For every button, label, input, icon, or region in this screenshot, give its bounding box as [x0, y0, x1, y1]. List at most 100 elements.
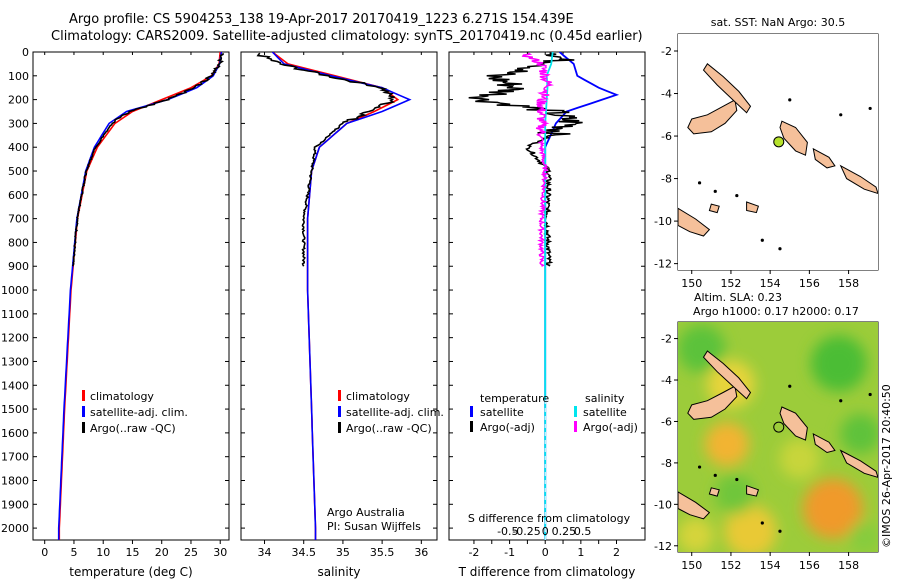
sla-xtick-label: 152 — [720, 559, 741, 572]
differences-legend-head-salinity: salinity — [585, 392, 625, 405]
differences-panel-frame — [448, 51, 646, 541]
differences-xtick-label: -2 — [468, 546, 479, 559]
credit-org: Argo Australia — [327, 506, 405, 519]
temperature-xtick-label: 0 — [41, 546, 48, 559]
sst-xtick-label: 150 — [681, 277, 702, 290]
temperature-line-satellite — [57, 52, 223, 540]
salinity-legend-swatch — [338, 390, 341, 401]
sla-xtick-label: 150 — [681, 559, 702, 572]
sla-island — [812, 432, 836, 454]
differences-legend-label: satellite — [480, 406, 524, 419]
temperature-line-climatology — [58, 52, 221, 540]
depth-tick-label: 2000 — [1, 522, 29, 535]
salinity-legend-label: climatology — [346, 390, 410, 403]
depth-tick-label: 1500 — [1, 403, 29, 416]
sst-islet — [697, 181, 702, 185]
temperature-legend-swatch — [82, 422, 85, 433]
differences-xlabel-top: S difference from climatology — [468, 512, 631, 525]
sst-islet — [760, 238, 764, 242]
sla-sla-blob — [779, 438, 820, 479]
sst-island — [702, 63, 752, 114]
sst-xtick-label: 158 — [838, 277, 859, 290]
sst-islet — [778, 247, 782, 251]
differences-s-tick-label: -0.25 — [512, 525, 540, 538]
salinity-legend-label: satellite-adj. clim. — [346, 406, 444, 419]
depth-tick-label: 200 — [8, 94, 29, 107]
sla-island — [708, 487, 720, 497]
differences-line-t-satellite — [544, 52, 620, 540]
sla-islet — [713, 473, 717, 477]
differences-s-tick-label: 0.25 — [552, 525, 577, 538]
depth-tick-label: 1700 — [1, 451, 29, 464]
differences-s-tick-label: -0.5 — [497, 525, 518, 538]
salinity-legend-label: Argo(..raw -QC) — [346, 422, 432, 435]
differences-legend-swatch — [574, 421, 577, 432]
salinity-line-climatology — [271, 52, 400, 540]
differences-s-tick-label: 0.5 — [574, 525, 592, 538]
sst-ytick-label: -4 — [661, 88, 672, 101]
temperature-xtick-label: 25 — [184, 546, 198, 559]
temperature-legend-label: climatology — [90, 390, 154, 403]
depth-tick-label: 1600 — [1, 427, 29, 440]
sst-island — [746, 201, 760, 214]
sst-islet — [839, 113, 843, 117]
sla-islet — [788, 384, 792, 388]
salinity-xtick-label: 35 — [336, 546, 350, 559]
depth-tick-label: 1900 — [1, 498, 29, 511]
sst-island — [779, 120, 808, 156]
sla-sla-blob — [810, 335, 867, 392]
sla-islet — [735, 477, 739, 482]
sst-island — [678, 207, 711, 237]
salinity-series-group — [256, 52, 412, 540]
differences-legend-label: Argo(-adj) — [480, 421, 535, 434]
sst-island — [839, 164, 878, 195]
differences-s-tick-label: 0 — [542, 525, 549, 538]
sst-ytick-label: -12 — [654, 258, 672, 271]
sla-map-group — [678, 322, 878, 552]
temperature-xtick-label: 15 — [125, 546, 139, 559]
salinity-xtick-label: 34 — [258, 546, 272, 559]
sla-ytick-label: -6 — [661, 415, 672, 428]
differences-legend-head-temperature: temperature — [480, 392, 549, 405]
sla-island — [746, 484, 760, 497]
salinity-line-satellite — [271, 52, 412, 540]
depth-tick-label: 300 — [8, 117, 29, 130]
temperature-legend-label: Argo(..raw -QC) — [90, 422, 176, 435]
depth-tick-label: 100 — [8, 70, 29, 83]
salinity-xtick-label: 35.5 — [370, 546, 395, 559]
sla-island — [678, 491, 711, 520]
figure-title-line1: Argo profile: CS 5904253_138 19-Apr-2017… — [69, 12, 574, 27]
salinity-legend-swatch — [338, 422, 341, 433]
depth-tick-label: 500 — [8, 165, 29, 178]
differences-xtick-label: -1 — [504, 546, 515, 559]
depth-tick-label: 600 — [8, 189, 29, 202]
sla-islet — [839, 399, 843, 403]
depth-tick-label: 1000 — [1, 284, 29, 297]
sst-island — [708, 203, 720, 214]
temperature-xlabel: temperature (deg C) — [69, 565, 192, 579]
sst-ytick-label: -6 — [661, 130, 672, 143]
sla-ytick-label: -8 — [661, 457, 672, 470]
temperature-series-group — [57, 52, 224, 540]
salinity-panel-frame — [240, 51, 438, 541]
sst-xtick-label: 154 — [760, 277, 781, 290]
sla-island — [687, 385, 738, 420]
differences-line-t-argo — [468, 52, 583, 267]
salinity-line-argo — [256, 52, 396, 267]
sla-ytick-label: -4 — [661, 374, 672, 387]
differences-legend-label: satellite — [583, 406, 627, 419]
sst-map-group — [678, 34, 878, 270]
salinity-legend-swatch — [338, 406, 341, 417]
differences-xtick-label: 1 — [577, 546, 584, 559]
sla-float-marker — [773, 421, 785, 433]
sla-xtick-label: 154 — [760, 559, 781, 572]
sla-xtick-label: 158 — [838, 559, 859, 572]
sst-islet — [868, 106, 872, 111]
depth-tick-label: 1300 — [1, 355, 29, 368]
sla-sla-blob — [840, 413, 878, 454]
sla-islet — [868, 392, 872, 397]
depth-tick-label: 1200 — [1, 332, 29, 345]
temperature-legend-swatch — [82, 390, 85, 401]
sla-ytick-label: -12 — [654, 540, 672, 553]
